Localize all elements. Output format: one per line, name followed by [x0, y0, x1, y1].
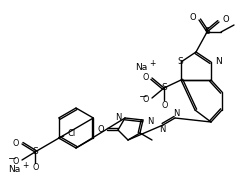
Text: N: N	[215, 58, 222, 66]
Text: N: N	[173, 110, 179, 119]
Text: N: N	[115, 113, 121, 123]
Text: O: O	[13, 157, 19, 165]
Text: O: O	[13, 138, 19, 148]
Text: −: −	[8, 154, 16, 164]
Text: −: −	[139, 92, 147, 102]
Text: +: +	[149, 60, 155, 68]
Text: S: S	[177, 56, 183, 66]
Text: O: O	[143, 94, 149, 104]
Text: Na: Na	[8, 165, 20, 174]
Text: O: O	[222, 16, 229, 24]
Text: Cl: Cl	[68, 129, 76, 138]
Text: S: S	[32, 148, 38, 157]
Text: S: S	[161, 83, 167, 92]
Text: N: N	[159, 125, 165, 134]
Text: O: O	[143, 73, 149, 83]
Text: O: O	[189, 14, 196, 22]
Text: O: O	[97, 125, 104, 134]
Text: S: S	[204, 28, 210, 37]
Text: O: O	[162, 100, 168, 110]
Text: Na: Na	[135, 64, 147, 73]
Text: O: O	[33, 163, 39, 172]
Text: +: +	[22, 161, 28, 171]
Text: N: N	[147, 117, 153, 125]
